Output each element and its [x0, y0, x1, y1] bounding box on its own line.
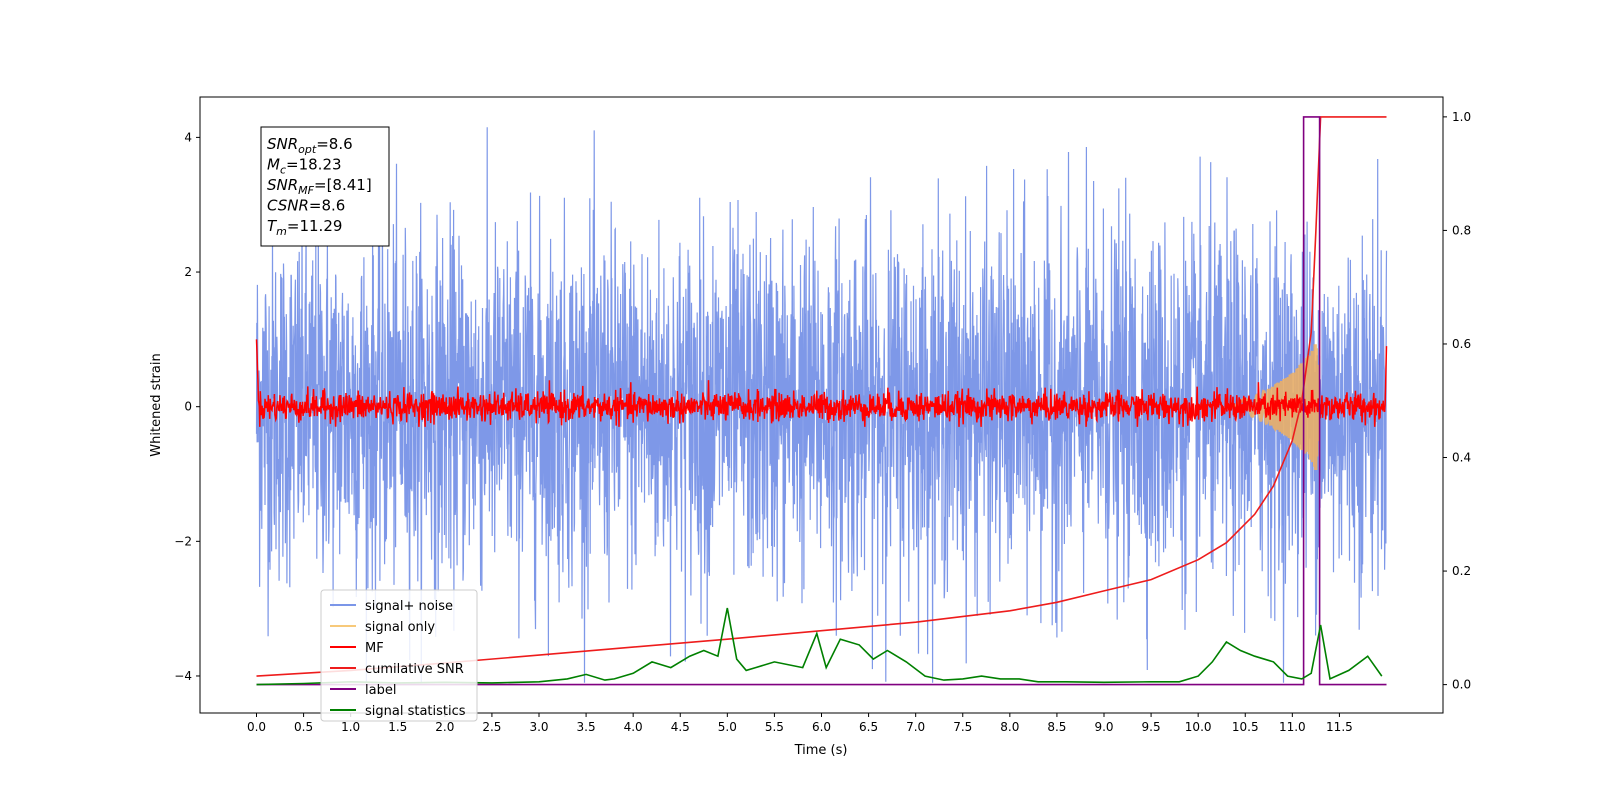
x-tick-label: 9.0 — [1094, 720, 1113, 734]
legend-label: MF — [365, 641, 384, 656]
x-tick-label: 4.5 — [671, 720, 690, 734]
y2-tick-label: 0.0 — [1452, 678, 1471, 692]
y2-tick-label: 0.2 — [1452, 564, 1471, 578]
x-tick-label: 7.5 — [953, 720, 972, 734]
legend: signal+ noise signal only MF cumilative SNR… — [320, 589, 478, 722]
x-tick-label: 8.0 — [1000, 720, 1019, 734]
x-tick-label: 5.5 — [765, 720, 784, 734]
legend-label: signal only — [365, 620, 435, 635]
x-tick-label: 5.0 — [718, 720, 737, 734]
x-tick-label: 11.0 — [1279, 720, 1306, 734]
legend-label: signal+ noise — [365, 599, 453, 614]
x-tick-label: 0.5 — [294, 720, 313, 734]
y2-tick-label: 0.8 — [1452, 223, 1471, 237]
y2-tick-label: 0.4 — [1452, 451, 1471, 465]
x-tick-label: 1.5 — [388, 720, 407, 734]
annotation-line: SNRMF=[8.41] — [267, 176, 372, 197]
y-tick-label: 2 — [184, 265, 192, 279]
y-tick-label: −2 — [174, 534, 192, 548]
annotation-line: CSNR=8.6 — [267, 197, 345, 215]
x-tick-label: 7.0 — [906, 720, 925, 734]
x-tick-label: 3.5 — [577, 720, 596, 734]
legend-frame — [320, 589, 478, 722]
x-axis-label: Time (s) — [794, 743, 848, 758]
x-tick-label: 2.0 — [435, 720, 454, 734]
y2-tick-label: 0.6 — [1452, 337, 1471, 351]
x-axis: 0.0 0.5 1.0 1.5 2.0 2.5 3.0 3.5 4.0 4.5 5.0 5.5 6.0 6… — [247, 713, 1353, 734]
series-signal-statistics — [256, 607, 1383, 686]
series-layer — [255, 116, 1388, 686]
x-tick-label: 6.5 — [859, 720, 878, 734]
x-tick-label: 8.5 — [1047, 720, 1066, 734]
y2-tick-label: 1.0 — [1452, 110, 1471, 124]
legend-label: signal statistics — [365, 704, 466, 719]
annotation-line: SNRopt=8.6 — [267, 135, 353, 156]
y-axis-right: 1.0 0.8 0.6 0.4 0.2 0.0 — [1443, 110, 1471, 692]
legend-label: label — [365, 683, 396, 698]
annotation-line: Tm=11.29 — [267, 217, 342, 238]
x-tick-label: 10.0 — [1185, 720, 1212, 734]
series-label — [256, 116, 1387, 686]
x-tick-label: 11.5 — [1326, 720, 1353, 734]
y-axis-label: Whitened strain — [149, 353, 164, 456]
series-mf — [255, 339, 1388, 427]
annotation-line: Mc=18.23 — [267, 156, 342, 177]
x-tick-label: 9.5 — [1142, 720, 1161, 734]
y-tick-label: 0 — [184, 400, 192, 414]
x-tick-label: 10.5 — [1232, 720, 1259, 734]
series-cumulative-snr — [256, 116, 1387, 677]
x-tick-label: 6.0 — [812, 720, 831, 734]
x-tick-label: 3.0 — [529, 720, 548, 734]
y-axis-left: 4 2 0 −2 −4 — [174, 130, 200, 683]
x-tick-label: 4.0 — [624, 720, 643, 734]
y-tick-label: 4 — [184, 130, 192, 144]
x-tick-label: 1.0 — [341, 720, 360, 734]
series-signal-noise — [255, 127, 1388, 683]
y-tick-label: −4 — [174, 669, 192, 683]
annotation-frame — [260, 126, 390, 247]
legend-label: cumilative SNR — [365, 662, 464, 677]
x-tick-label: 2.5 — [482, 720, 501, 734]
x-tick-label: 0.0 — [247, 720, 266, 734]
